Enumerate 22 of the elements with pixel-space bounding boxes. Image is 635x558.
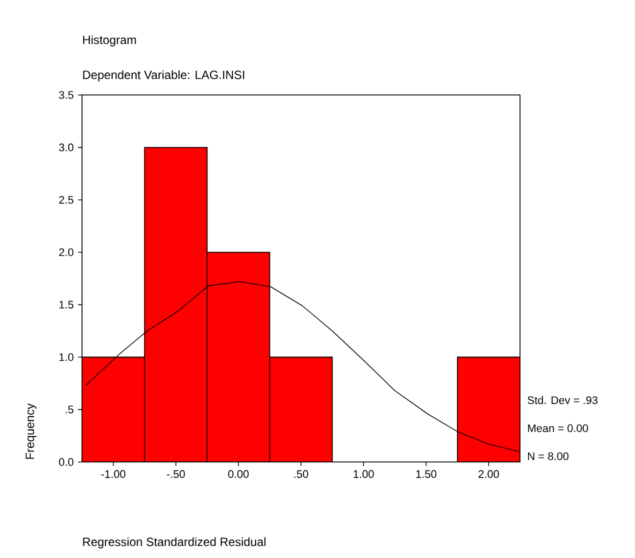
y-tick-label: .5: [66, 406, 74, 414]
x-tick-label: -1.00: [101, 470, 126, 478]
y-tick-label: 0.0: [59, 458, 74, 466]
x-tick-label: 0.00: [228, 470, 249, 478]
x-tick-label: 1.50: [416, 470, 436, 478]
y-tick-label: 3.0: [59, 144, 74, 152]
text: N = 8.00: [528, 452, 568, 460]
text: Mean = 0.00: [528, 424, 588, 432]
y-tick-label: 1.5: [59, 300, 74, 309]
y-tick-label: 3.5: [59, 91, 74, 99]
chart-subtitle: Dependent Variable: LAG.INSI: [83, 70, 244, 82]
x-axis-title: Regression Standardized Residual: [83, 537, 266, 548]
x-tick-label: -.50: [166, 470, 185, 478]
x-tick-label: 2.00: [478, 470, 499, 478]
x-tick-label: .50: [294, 470, 308, 478]
y-tick-label: 2.5: [59, 196, 74, 204]
chart-title: Histogram: [83, 35, 136, 46]
y-tick-label: 1.0: [59, 353, 74, 362]
x-tick-label: 1.00: [354, 470, 374, 478]
y-axis-title: Frequency: [26, 403, 36, 459]
text: Std. Dev = .93: [528, 396, 598, 404]
y-tick-label: 2.0: [59, 248, 74, 256]
